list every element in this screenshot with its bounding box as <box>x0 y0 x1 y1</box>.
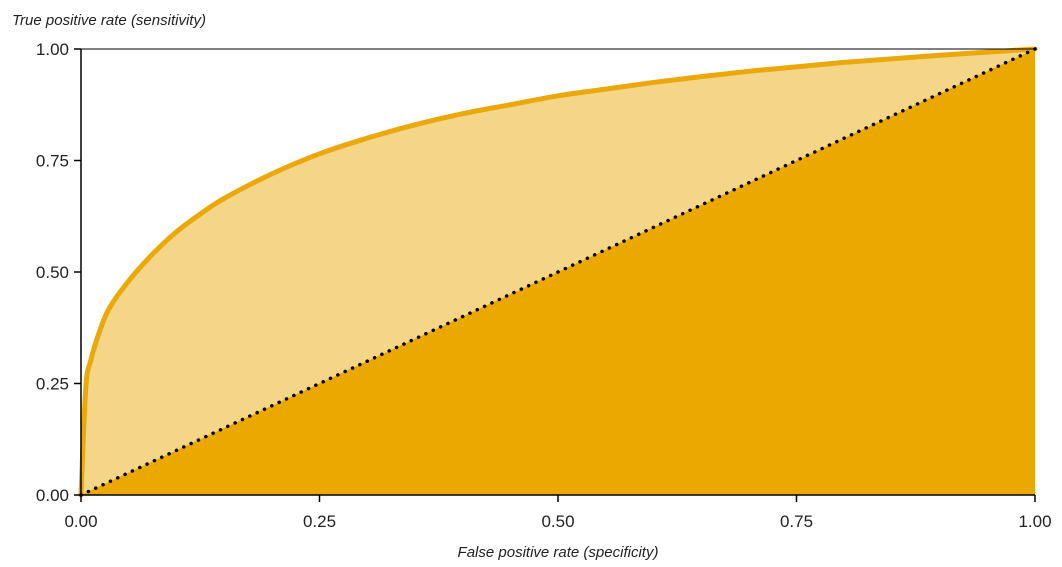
chart-ticks: 0.00 0.25 0.50 0.75 1.00 0.00 0.25 0.50 0.75 1.00 <box>36 40 1052 531</box>
x-tick-label: 1.00 <box>1018 512 1051 531</box>
x-tick-label: 0.00 <box>64 512 97 531</box>
x-tick-label: 0.50 <box>541 512 574 531</box>
y-tick-label: 0.50 <box>36 263 69 282</box>
y-tick-label: 0.75 <box>36 152 69 171</box>
y-tick-label: 0.00 <box>36 486 69 505</box>
x-tick-label: 0.75 <box>780 512 813 531</box>
roc-curve-line <box>78 46 1038 498</box>
chart-lines <box>78 46 1038 498</box>
y-axis-title: True positive rate (sensitivity) <box>12 12 206 29</box>
x-axis-title: False positive rate (specificity) <box>458 544 659 561</box>
chance-diagonal-line <box>79 47 1037 497</box>
y-tick-label: 0.25 <box>36 375 69 394</box>
x-tick-label: 0.25 <box>303 512 336 531</box>
y-tick-label: 1.00 <box>36 40 69 59</box>
